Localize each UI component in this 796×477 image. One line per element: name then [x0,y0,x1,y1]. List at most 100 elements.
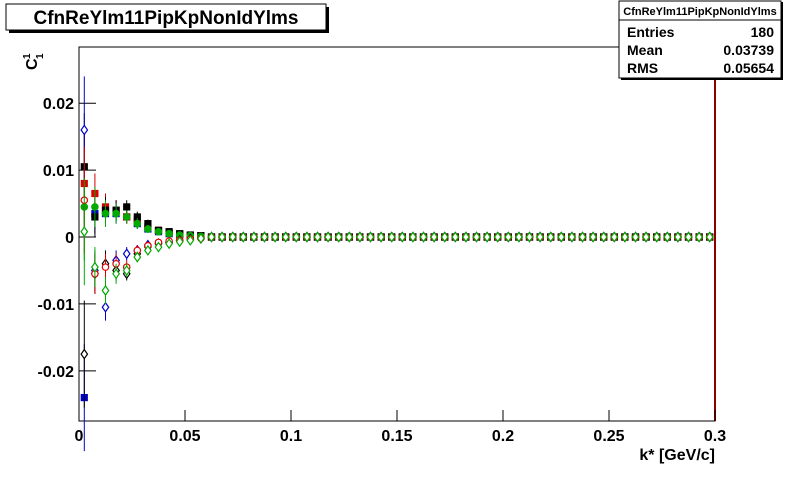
point [642,231,651,243]
point [207,231,216,243]
chart-title: CfnReYlm11PipKpNonIdYlms [34,8,299,29]
stats-value: 180 [751,24,775,40]
point [355,231,364,243]
point [186,234,195,246]
x-tick-label: 0 [75,428,84,445]
point [292,231,301,243]
point [557,231,566,243]
point [610,231,619,243]
point [112,209,120,218]
y-tick-label: -0.02 [38,364,75,381]
point [451,231,460,243]
point [652,231,661,243]
point [239,231,248,243]
point [631,231,640,243]
point [112,268,121,280]
point [133,251,142,263]
y-label-base: C [24,58,41,70]
point [620,231,629,243]
point [377,231,386,243]
point [101,263,110,271]
point [154,227,163,236]
title-box [5,3,327,31]
point [133,219,142,228]
point [430,231,439,243]
stats-value: 0.03739 [723,42,774,58]
point [313,231,322,243]
point [122,248,131,260]
point [514,231,523,243]
point [546,231,555,243]
point [101,284,110,297]
point [228,231,237,243]
point [663,231,672,243]
point [387,231,396,243]
x-tick-label: 0.1 [280,428,302,445]
point [398,231,407,243]
point [345,231,354,243]
point [80,226,89,238]
point [324,231,333,243]
x-tick-label: 0.15 [381,428,412,445]
point [165,229,173,238]
point [165,238,174,250]
point [101,209,110,218]
point [504,231,513,243]
point [175,236,184,248]
y-label-sub: 1 [35,53,46,59]
point [281,231,290,243]
x-axis-label: k* [GeV/c] [639,447,715,464]
point [695,231,704,243]
stats-key: RMS [627,60,658,76]
point [461,231,470,243]
point [143,244,152,256]
point [80,124,89,136]
stats-title: CfnReYlm11PipKpNonIdYlms [623,6,776,18]
point [271,231,280,243]
point [483,231,492,243]
y-tick-label: 0.02 [43,96,74,113]
stats-key: Entries [627,24,675,40]
stats-frame [618,0,782,79]
x-tick-label: 0.2 [492,428,514,445]
point [567,231,576,243]
point [80,348,89,360]
point [101,301,110,313]
y-tick-label: 0 [65,230,74,247]
stats-box: CfnReYlm11PipKpNonIdYlms Entries 180 Mea… [618,0,783,80]
stats-value: 0.05654 [723,60,774,76]
point [419,231,428,243]
x-tick-label: 0.05 [169,428,200,445]
y-tick-label: 0.01 [43,163,74,180]
point [705,231,714,243]
point [578,231,587,243]
point [154,241,163,253]
point [525,231,534,243]
point [122,264,131,276]
y-tick-label: -0.01 [38,297,75,314]
point [599,231,608,243]
point [249,231,258,243]
point [91,203,99,211]
point [196,232,205,244]
point [260,231,269,243]
point [218,231,227,243]
point [536,231,545,243]
stats-key: Mean [627,42,663,58]
point [589,231,598,243]
point [684,231,693,243]
point [472,231,481,243]
x-tick-label: 0.3 [704,428,726,445]
point [144,225,152,233]
y-label-sup: 1 [22,53,33,59]
point [493,231,502,243]
point [334,231,343,243]
point [440,231,449,243]
x-tick-label: 0.25 [593,428,624,445]
point [123,203,131,211]
point [122,213,131,221]
point [90,261,99,273]
point [673,231,682,243]
y-axis-label: C 1 1 [22,53,46,70]
